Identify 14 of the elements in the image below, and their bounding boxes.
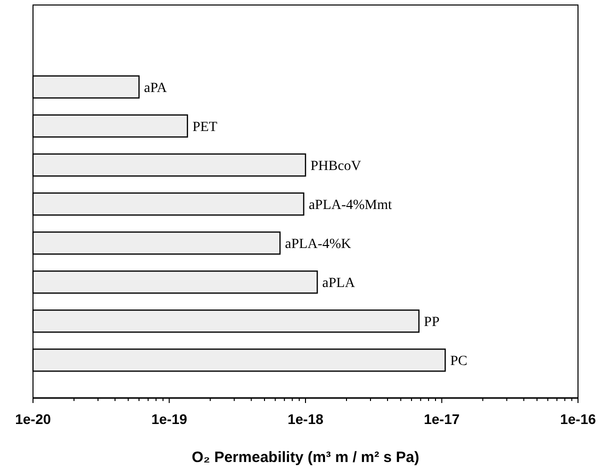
x-tick-label: 1e-20	[15, 411, 52, 427]
y-tick-label: PC	[450, 354, 468, 370]
y-tick-label: aPLA-4%Mmt	[308, 198, 392, 213]
y-tick-label: aPLA-4%K	[285, 236, 352, 252]
y-tick-label: PET	[192, 120, 218, 135]
x-tick-label: 1e-18	[288, 411, 324, 427]
y-tick-label: PHBcoV	[310, 158, 362, 174]
y-tick-label: aPLA	[322, 276, 356, 291]
x-axis-title: O₂ Permeability (m³ m / m² s Pa)	[192, 449, 420, 466]
x-tick-label: 1e-17	[424, 411, 460, 427]
y-tick-label: PP	[424, 315, 440, 330]
x-tick-label: 1e-16	[560, 411, 596, 427]
y-tick-label: aPA	[144, 80, 168, 96]
x-tick-label: 1e-19	[151, 411, 188, 427]
